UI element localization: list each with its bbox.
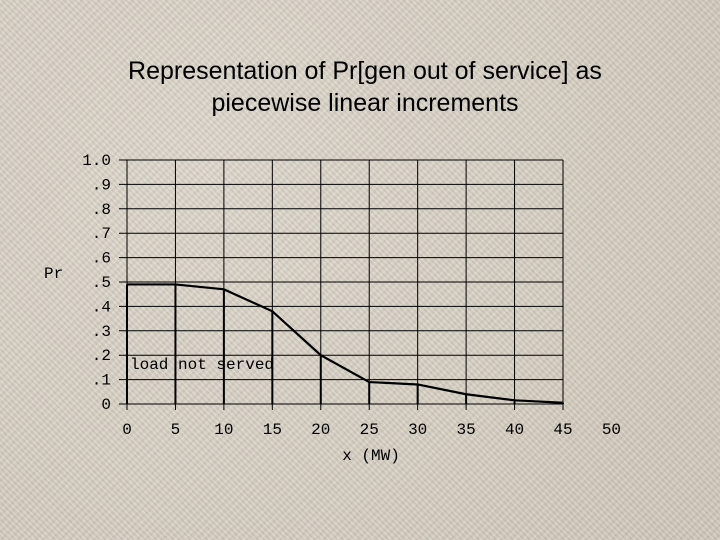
x-axis-label: x (MW) [342,447,400,465]
x-tick-label: 20 [311,421,330,439]
y-tick-label: 1.0 [82,152,111,170]
y-tick-label: .5 [92,274,111,292]
drop-lines [126,284,564,404]
series-polyline [127,283,564,404]
y-tick-labels: 0 .1 .2 .3 .4 .5 .6 .7 .8 .9 1.0 [82,152,111,414]
y-axis-label: Pr [44,265,63,283]
y-tick-label: .3 [92,323,111,341]
x-tick-labels: 0 5 10 15 20 25 30 35 40 45 50 [122,421,621,439]
x-tick-label: 35 [457,421,476,439]
chart-title-line-1: Representation of Pr[gen out of service]… [128,57,602,85]
x-tick-label: 15 [263,421,282,439]
y-tick-label: .4 [92,298,111,316]
x-tick-label: 45 [553,421,572,439]
y-tick-label: .9 [92,176,111,194]
x-tick-label: 50 [602,421,621,439]
chart-title-line-2: piecewise linear increments [211,89,519,117]
y-tick-label: 0 [101,396,111,414]
x-tick-label: 25 [360,421,379,439]
x-tick-label: 5 [171,421,181,439]
y-tick-label: .7 [92,225,111,243]
x-tick-label: 0 [122,421,132,439]
annotation-load-not-served: load not served [130,356,274,374]
y-tick-label: .2 [92,347,111,365]
x-tick-label: 40 [505,421,524,439]
y-tick-label: .6 [92,250,111,268]
y-tick-label: .1 [92,372,111,390]
series-line [127,283,564,404]
x-tick-label: 30 [408,421,427,439]
y-tick-label: .8 [92,201,111,219]
x-tick-label: 10 [214,421,233,439]
